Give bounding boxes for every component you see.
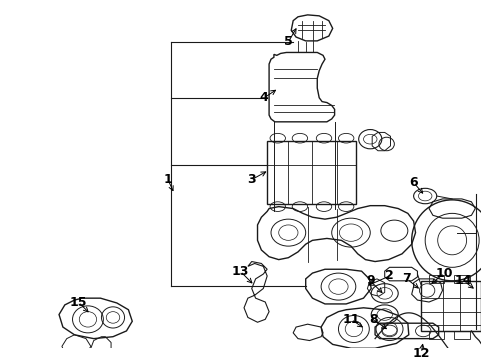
- Bar: [429, 331, 444, 339]
- Text: 11: 11: [342, 313, 360, 326]
- Text: 2: 2: [385, 270, 394, 283]
- Text: 5: 5: [284, 35, 293, 48]
- Text: 3: 3: [247, 173, 256, 186]
- Text: 1: 1: [164, 173, 172, 186]
- Text: 13: 13: [231, 265, 249, 278]
- Bar: [429, 275, 444, 283]
- Text: 4: 4: [260, 91, 269, 104]
- Text: 14: 14: [455, 274, 472, 287]
- Bar: [267, 141, 356, 204]
- Text: 6: 6: [409, 176, 418, 189]
- Bar: [454, 331, 469, 339]
- Text: 7: 7: [402, 273, 411, 285]
- Bar: [421, 281, 481, 331]
- Text: 10: 10: [436, 267, 453, 280]
- Text: 15: 15: [70, 296, 87, 309]
- Text: 8: 8: [369, 313, 377, 326]
- Bar: [454, 275, 469, 283]
- Text: 12: 12: [413, 347, 430, 360]
- Text: 9: 9: [366, 274, 374, 287]
